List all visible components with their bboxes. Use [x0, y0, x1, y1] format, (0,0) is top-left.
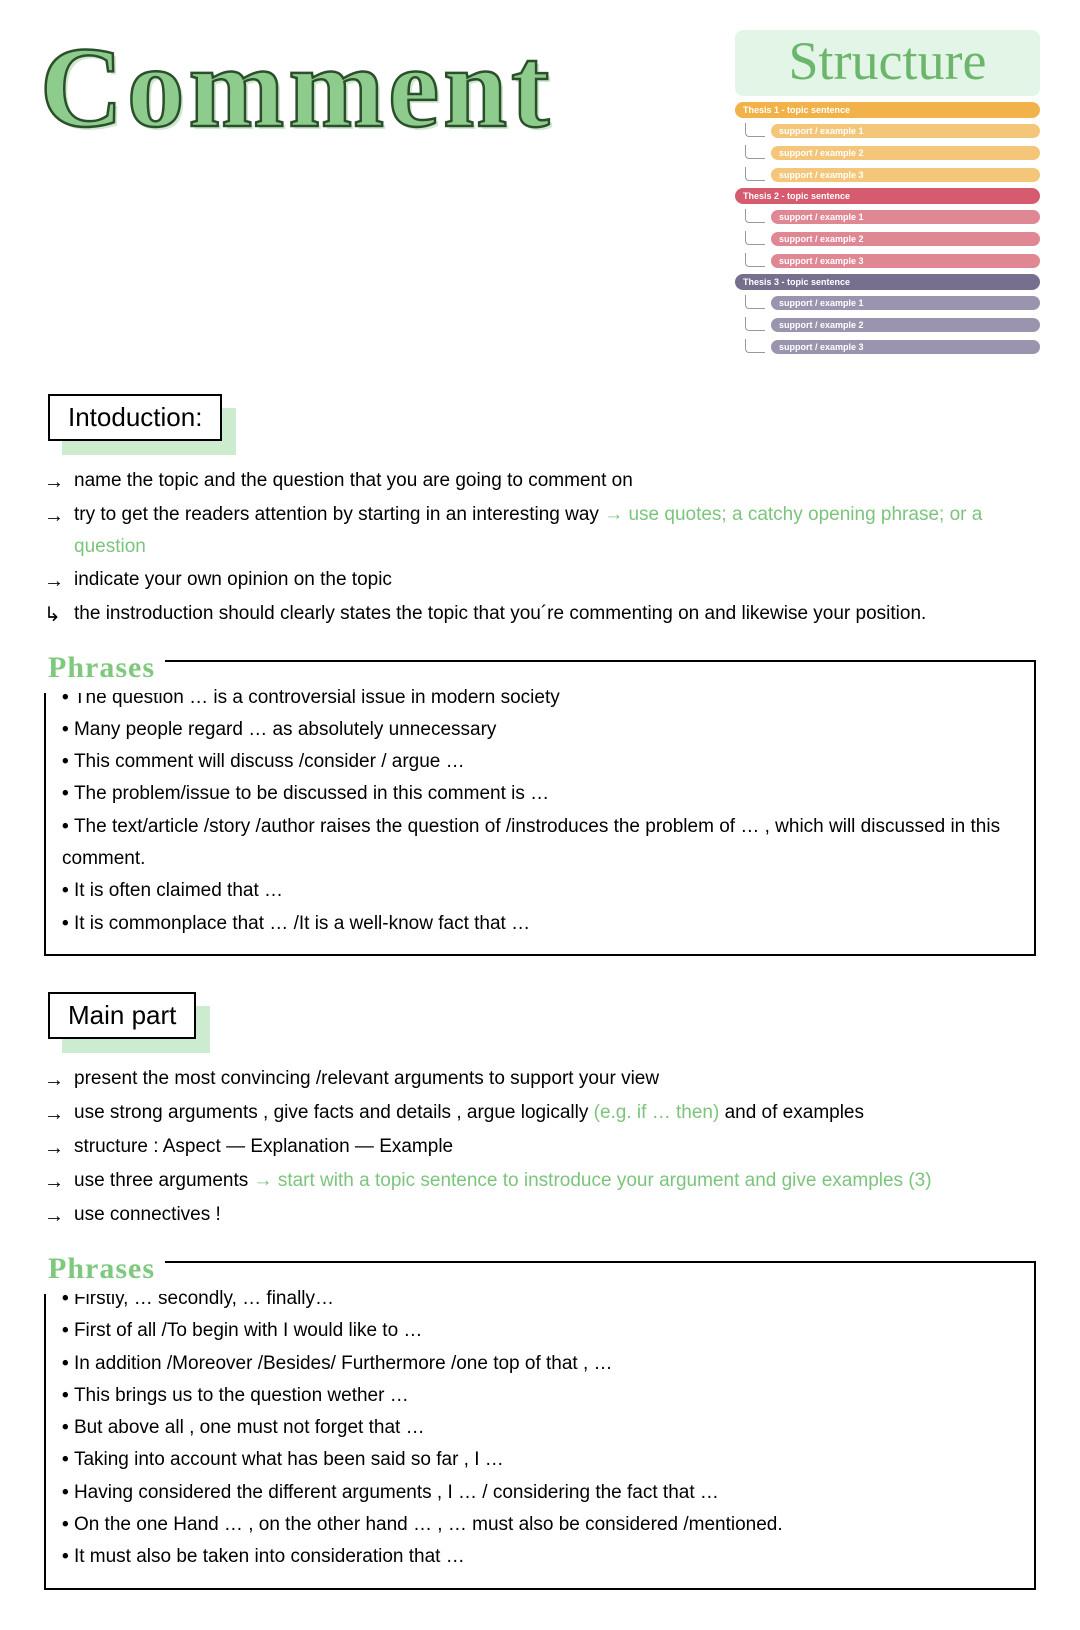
support-row: support / example 3 — [735, 164, 1040, 184]
structure-panel: Structure Thesis 1 - topic sentence suppo… — [735, 30, 1040, 358]
support-pill: support / example 3 — [771, 168, 1040, 182]
arrow-right-icon: → — [44, 1063, 66, 1097]
support-pill: support / example 2 — [771, 146, 1040, 160]
arrow-right-icon: → — [44, 1131, 66, 1165]
bullet-text: use strong arguments , give facts and de… — [74, 1097, 864, 1129]
phrases-list: Firstly, … secondly, … finally…First of … — [62, 1283, 1018, 1574]
support-pill: support / example 2 — [771, 318, 1040, 332]
support-row: support / example 2 — [735, 314, 1040, 334]
support-pill: support / example 3 — [771, 340, 1040, 354]
elbow-arrow-icon: ↳ — [44, 598, 66, 632]
arrow-right-icon: → — [44, 1199, 66, 1233]
support-row: support / example 2 — [735, 142, 1040, 162]
support-pill: support / example 3 — [771, 254, 1040, 268]
support-row: support / example 2 — [735, 228, 1040, 248]
phrase-item: The problem/issue to be discussed in thi… — [62, 778, 1018, 810]
thesis-pill: Thesis 1 - topic sentence — [735, 102, 1040, 118]
heading-box: Main part — [48, 992, 196, 1039]
heading-box: Intoduction: — [48, 394, 222, 441]
phrases-box-introduction: Phrases The question … is a controversia… — [44, 660, 1036, 956]
bullet-text: name the topic and the question that you… — [74, 465, 633, 497]
support-row: support / example 1 — [735, 120, 1040, 140]
phrases-list: The question … is a controversial issue … — [62, 682, 1018, 940]
section-heading-introduction: Intoduction: — [48, 394, 222, 441]
introduction-bullets: →name the topic and the question that yo… — [44, 465, 1036, 632]
arrow-right-icon: → — [44, 499, 66, 533]
structure-outline: Thesis 1 - topic sentence support / examp… — [735, 102, 1040, 356]
support-row: support / example 3 — [735, 336, 1040, 356]
phrase-item: Taking into account what has been said s… — [62, 1444, 1018, 1476]
bracket-icon — [745, 145, 765, 159]
support-row: support / example 1 — [735, 206, 1040, 226]
support-pill: support / example 1 — [771, 210, 1040, 224]
bracket-icon — [745, 209, 765, 223]
bracket-icon — [745, 317, 765, 331]
phrase-item: It is commonplace that … /It is a well-k… — [62, 908, 1018, 940]
bracket-icon — [745, 167, 765, 181]
page-title: Comment — [40, 30, 553, 145]
bracket-icon — [745, 123, 765, 137]
phrase-item: The question … is a controversial issue … — [62, 682, 1018, 714]
phrase-item: This brings us to the question wether … — [62, 1380, 1018, 1412]
bracket-icon — [745, 231, 765, 245]
phrase-item: Firstly, … secondly, … finally… — [62, 1283, 1018, 1315]
bullet-text: use connectives ! — [74, 1199, 221, 1231]
bullet-text: structure : Aspect — Explanation — Examp… — [74, 1131, 453, 1163]
bullet-row: →use connectives ! — [44, 1199, 1036, 1233]
bullet-text: the instroduction should clearly states … — [74, 598, 926, 630]
phrase-item: It must also be taken into consideration… — [62, 1541, 1018, 1573]
arrow-right-icon: → — [44, 1097, 66, 1131]
support-pill: support / example 1 — [771, 124, 1040, 138]
bullet-row: →try to get the readers attention by sta… — [44, 499, 1036, 564]
bullet-text: use three arguments → start with a topic… — [74, 1165, 932, 1197]
bullet-row: →indicate your own opinion on the topic — [44, 564, 1036, 598]
support-row: support / example 3 — [735, 250, 1040, 270]
mainpart-bullets: →present the most convincing /relevant a… — [44, 1063, 1036, 1233]
bullet-aside: → use quotes; a catchy opening phrase; o… — [74, 504, 982, 557]
support-pill: support / example 2 — [771, 232, 1040, 246]
bullet-aside: (e.g. if … then) — [594, 1102, 725, 1123]
bullet-row: →use strong arguments , give facts and d… — [44, 1097, 1036, 1131]
phrases-box-mainpart: Phrases Firstly, … secondly, … finally…F… — [44, 1261, 1036, 1590]
phrase-item: Having considered the different argument… — [62, 1477, 1018, 1509]
phrases-label: Phrases — [44, 642, 165, 693]
arrow-right-icon: → — [44, 564, 66, 598]
bullet-row: →present the most convincing /relevant a… — [44, 1063, 1036, 1097]
bracket-icon — [745, 339, 765, 353]
phrase-item: But above all , one must not forget that… — [62, 1412, 1018, 1444]
arrow-right-icon: → — [44, 465, 66, 499]
phrase-item: On the one Hand … , on the other hand … … — [62, 1509, 1018, 1541]
phrase-item: The text/article /story /author raises t… — [62, 811, 1018, 876]
bracket-icon — [745, 295, 765, 309]
bullet-row: ↳the instroduction should clearly states… — [44, 598, 1036, 632]
thesis-pill: Thesis 2 - topic sentence — [735, 188, 1040, 204]
phrase-item: In addition /Moreover /Besides/ Furtherm… — [62, 1348, 1018, 1380]
phrase-item: This comment will discuss /consider / ar… — [62, 746, 1018, 778]
bullet-row: →structure : Aspect — Explanation — Exam… — [44, 1131, 1036, 1165]
phrases-label: Phrases — [44, 1243, 165, 1294]
arrow-right-icon: → — [44, 1165, 66, 1199]
support-row: support / example 1 — [735, 292, 1040, 312]
bullet-text: present the most convincing /relevant ar… — [74, 1063, 659, 1095]
thesis-pill: Thesis 3 - topic sentence — [735, 274, 1040, 290]
section-heading-mainpart: Main part — [48, 992, 196, 1039]
header-row: Comment Structure Thesis 1 - topic sente… — [40, 30, 1040, 358]
phrase-item: Many people regard … as absolutely unnec… — [62, 714, 1018, 746]
phrase-item: First of all /To begin with I would like… — [62, 1315, 1018, 1347]
support-pill: support / example 1 — [771, 296, 1040, 310]
phrase-item: It is often claimed that … — [62, 875, 1018, 907]
bullet-text: indicate your own opinion on the topic — [74, 564, 392, 596]
bullet-text: try to get the readers attention by star… — [74, 499, 1036, 564]
bullet-aside: → start with a topic sentence to instrod… — [254, 1170, 932, 1191]
bullet-row: →use three arguments → start with a topi… — [44, 1165, 1036, 1199]
bullet-row: →name the topic and the question that yo… — [44, 465, 1036, 499]
bracket-icon — [745, 253, 765, 267]
structure-heading: Structure — [735, 30, 1040, 96]
